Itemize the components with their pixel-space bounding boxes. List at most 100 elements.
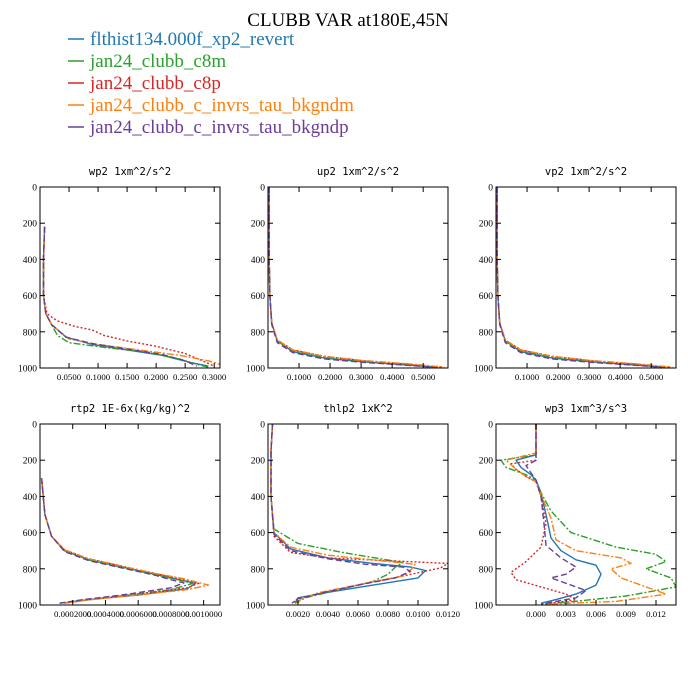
panel-title: wp3 1xm^3/s^3 xyxy=(545,403,627,415)
x-tick-label: 0.012 xyxy=(646,609,666,619)
y-tick-label: 400 xyxy=(251,256,266,266)
legend-entry: jan24_clubb_c8m xyxy=(68,51,226,72)
y-tick-label: 600 xyxy=(479,292,494,302)
x-tick-label: 0.3000 xyxy=(349,372,374,382)
series-line xyxy=(268,187,445,368)
plot-frame xyxy=(39,186,221,369)
legend-label: jan24_clubb_c8p xyxy=(89,73,221,94)
y-tick-label: 0 xyxy=(260,421,265,431)
y-tick-label: 0 xyxy=(32,184,37,194)
y-tick-label: 400 xyxy=(23,493,38,503)
series-line xyxy=(268,187,436,368)
panel-title: rtp2 1E-6x(kg/kg)^2 xyxy=(70,403,190,415)
series-line xyxy=(40,478,200,604)
y-tick-label: 0 xyxy=(260,184,265,194)
series-line xyxy=(496,187,664,368)
y-tick-label: 0 xyxy=(32,421,37,431)
y-tick-label: 800 xyxy=(479,328,494,338)
x-tick-label: 0.000 xyxy=(526,609,546,619)
series-line xyxy=(515,424,602,604)
x-tick-label: 0.0010000 xyxy=(185,609,223,619)
y-tick-label: 1000 xyxy=(246,365,265,375)
x-tick-label: 0.2000 xyxy=(318,372,343,382)
plot-frame xyxy=(267,423,449,606)
panel-title: vp2 1xm^2/s^2 xyxy=(545,166,627,178)
x-tick-label: 0.1000 xyxy=(287,372,312,382)
series-group xyxy=(268,187,445,368)
legend-label: flthist134.000f_xp2_revert xyxy=(90,29,295,50)
panel-title: up2 1xm^2/s^2 xyxy=(317,166,399,178)
y-tick-label: 800 xyxy=(23,565,38,575)
y-tick-label: 200 xyxy=(251,457,266,467)
panels: wp2 1xm^2/s^2 0 200 400 600 800 1000 0.0500 0.10… xyxy=(18,166,677,619)
series-group xyxy=(42,226,220,368)
x-tick-label: 0.5000 xyxy=(639,372,664,382)
panel-4: rtp2 1E-6x(kg/kg)^2 0 200 400 600 800 1000 0.00… xyxy=(18,403,223,619)
x-tick-label: 0.0006000 xyxy=(119,609,157,619)
panel-2: up2 1xm^2/s^2 0 200 400 600 800 1000 0.1000 0.20… xyxy=(246,166,449,382)
x-tick-label: 0.4000 xyxy=(608,372,633,382)
y-tick-label: 200 xyxy=(23,457,38,467)
legend: flthist134.000f_xp2_revertjan24_clubb_c8… xyxy=(68,29,354,138)
y-tick-label: 1000 xyxy=(18,602,37,612)
series-line xyxy=(496,187,667,368)
y-tick-label: 600 xyxy=(479,529,494,539)
legend-label: jan24_clubb_c_invrs_tau_bkgndm xyxy=(89,95,354,116)
series-line xyxy=(42,226,215,367)
x-tick-label: 0.5000 xyxy=(411,372,436,382)
series-line xyxy=(40,478,185,604)
x-tick-label: 0.0100 xyxy=(406,609,431,619)
series-line xyxy=(42,226,209,368)
series-line xyxy=(42,226,220,366)
panel-3: vp2 1xm^2/s^2 0 200 400 600 800 1000 0.1000 0.20… xyxy=(474,166,677,382)
x-tick-label: 0.003 xyxy=(556,609,576,619)
legend-entry: flthist134.000f_xp2_revert xyxy=(68,29,295,50)
x-tick-label: 0.0040 xyxy=(316,609,341,619)
series-line xyxy=(42,226,198,367)
series-line xyxy=(268,187,433,368)
series-line xyxy=(40,478,197,604)
series-line xyxy=(496,187,661,368)
plot-frame xyxy=(267,186,449,369)
series-line xyxy=(500,424,676,605)
series-line xyxy=(496,187,670,368)
series-group xyxy=(40,478,210,604)
x-tick-label: 0.0020 xyxy=(286,609,311,619)
series-line xyxy=(40,478,210,604)
y-tick-label: 600 xyxy=(251,292,266,302)
series-group xyxy=(270,424,448,604)
plot-frame xyxy=(495,186,677,369)
y-tick-label: 800 xyxy=(251,328,266,338)
series-line xyxy=(270,424,404,604)
x-tick-label: 0.0004000 xyxy=(87,609,125,619)
plot-frame xyxy=(39,423,221,606)
x-tick-label: 0.0080 xyxy=(376,609,401,619)
panel-5: thlp2 1xK^2 0 200 400 600 800 1000 0.0020 0.0040… xyxy=(246,403,461,619)
y-tick-label: 200 xyxy=(479,220,494,230)
y-tick-label: 800 xyxy=(23,328,38,338)
series-line xyxy=(525,424,587,605)
legend-entry: jan24_clubb_c_invrs_tau_bkgndm xyxy=(68,95,354,116)
y-tick-label: 200 xyxy=(479,457,494,467)
y-tick-label: 0 xyxy=(488,421,493,431)
x-tick-label: 0.1000 xyxy=(515,372,540,382)
x-tick-label: 0.006 xyxy=(586,609,606,619)
series-line xyxy=(268,187,442,368)
x-tick-label: 0.0120 xyxy=(436,609,461,619)
y-tick-label: 1000 xyxy=(474,602,493,612)
plot-frame xyxy=(495,423,677,606)
y-tick-label: 600 xyxy=(251,529,266,539)
x-tick-label: 0.1500 xyxy=(115,372,140,382)
y-tick-label: 0 xyxy=(488,184,493,194)
x-tick-label: 0.0060 xyxy=(346,609,371,619)
y-tick-label: 200 xyxy=(23,220,38,230)
series-line xyxy=(270,424,416,604)
y-tick-label: 1000 xyxy=(18,365,37,375)
series-line xyxy=(42,226,209,367)
x-tick-label: 0.0008000 xyxy=(152,609,190,619)
y-tick-label: 800 xyxy=(479,565,494,575)
legend-label: jan24_clubb_c8m xyxy=(89,51,226,72)
y-tick-label: 400 xyxy=(23,256,38,266)
series-line xyxy=(270,424,448,604)
